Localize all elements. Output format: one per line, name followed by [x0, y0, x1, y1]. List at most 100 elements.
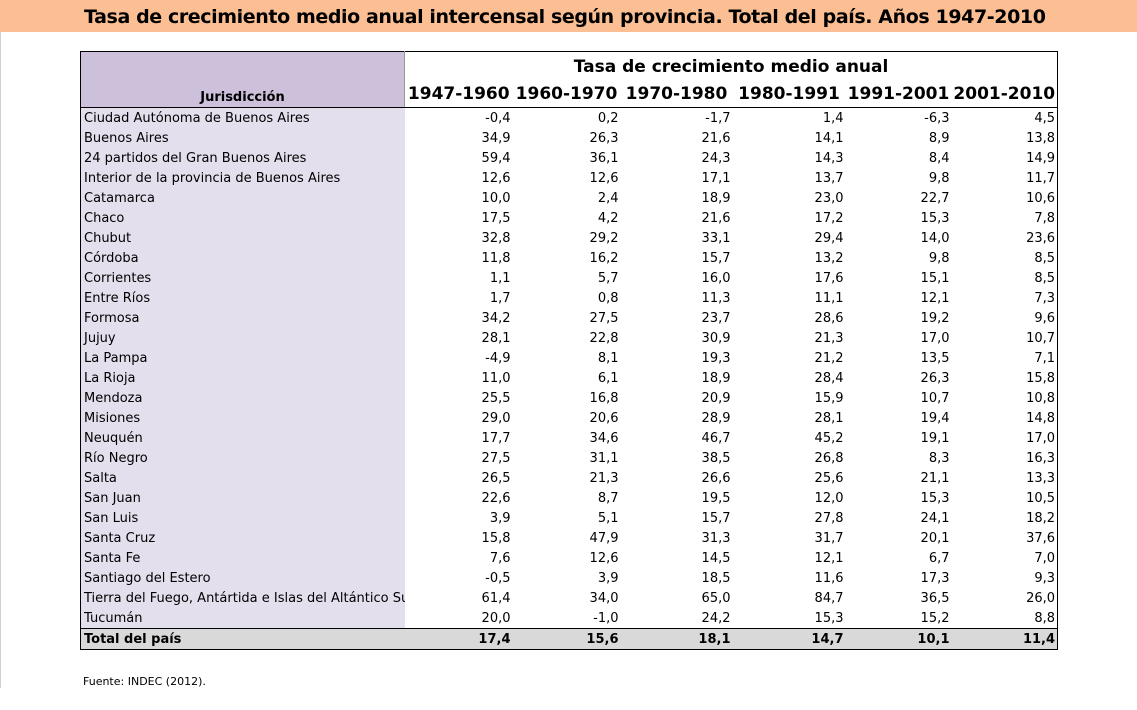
- rate-cell: 14,3: [814, 150, 844, 166]
- table-row: Formosa 34,2 27,5 23,7 28,6 19,2 9,6: [80, 308, 1059, 328]
- table-row: La Pampa -4,9 8,1 19,3 21,2 13,5 7,1: [80, 348, 1059, 368]
- jurisdiction-name: Entre Ríos: [80, 288, 405, 308]
- rate-cell: 25,6: [814, 470, 844, 486]
- rate-cell: 24,2: [701, 610, 731, 626]
- year-header: 1960-1970: [512, 81, 621, 108]
- rate-cell: 9,3: [951, 568, 1059, 588]
- rate-cell: 12,1: [814, 550, 844, 566]
- rate-cell: 20,9: [701, 390, 731, 406]
- rate-cell: 11,3: [701, 290, 731, 306]
- jurisdiction-name: Misiones: [80, 408, 405, 428]
- page-title: Tasa de crecimiento medio anual intercen…: [84, 6, 1046, 28]
- rate-cell: 11,8: [481, 250, 511, 266]
- rate-cell: 26,6: [701, 470, 731, 486]
- jurisdiction-name: Santa Fe: [80, 548, 405, 568]
- jurisdiction-name: Corrientes: [80, 268, 405, 288]
- jurisdiction-name: Formosa: [80, 308, 405, 328]
- rate-cell: 15,8: [481, 530, 511, 546]
- rate-cell: 15,9: [814, 390, 844, 406]
- rate-cell: -0,4: [485, 110, 511, 126]
- sheet-left-border: [0, 32, 1, 688]
- jurisdiction-name: Santiago del Estero: [80, 568, 405, 588]
- rate-cell: 26,5: [481, 470, 511, 486]
- rate-cell: 21,2: [814, 350, 844, 366]
- rate-cell: 27,5: [589, 310, 619, 326]
- rate-cell: 5,1: [597, 510, 619, 526]
- rate-cell: 27,5: [481, 450, 511, 466]
- rate-cell: 17,1: [701, 170, 731, 186]
- table-row: Santa Cruz 15,8 47,9 31,3 31,7 20,1 37,6: [80, 528, 1059, 548]
- rate-cell: 13,5: [920, 350, 950, 366]
- table-row: San Juan 22,6 8,7 19,5 12,0 15,3 10,5: [80, 488, 1059, 508]
- rate-cell: 21,3: [589, 470, 619, 486]
- total-rate-cell: 17,4: [404, 628, 513, 650]
- jurisdiction-name: Catamarca: [80, 188, 405, 208]
- rate-cell: -1,7: [705, 110, 731, 126]
- rate-cell: 7,1: [951, 348, 1059, 368]
- rate-cell: 1,4: [822, 110, 844, 126]
- rate-cell: 15,3: [920, 490, 950, 506]
- table-row: Río Negro 27,5 31,1 38,5 26,8 8,3 16,3: [80, 448, 1059, 468]
- rate-cell: 17,6: [814, 270, 844, 286]
- rate-cell: 12,6: [589, 550, 619, 566]
- rate-cell: 36,1: [589, 150, 619, 166]
- rate-cell: 12,6: [589, 170, 619, 186]
- rate-cell: 31,3: [701, 530, 731, 546]
- jurisdiction-name: Interior de la provincia de Buenos Aires: [80, 168, 405, 188]
- rate-cell: 20,6: [589, 410, 619, 426]
- rate-cell: 24,1: [920, 510, 950, 526]
- table-row: Mendoza 25,5 16,8 20,9 15,9 10,7 10,8: [80, 388, 1059, 408]
- rate-cell: 37,6: [951, 528, 1059, 548]
- rate-cell: 28,6: [814, 310, 844, 326]
- rate-cell: 21,3: [814, 330, 844, 346]
- year-header: 1980-1991: [732, 81, 846, 108]
- rate-cell: 10,5: [951, 488, 1059, 508]
- rate-cell: 10,8: [951, 388, 1059, 408]
- rate-cell: 9,8: [928, 250, 950, 266]
- jurisdiction-name: Ciudad Autónoma de Buenos Aires: [80, 107, 405, 128]
- total-row: Total del país 17,4 15,6 18,1 14,7 10,1 11,4: [80, 628, 1059, 650]
- rate-cell: 17,0: [920, 330, 950, 346]
- table-row: La Rioja 11,0 6,1 18,9 28,4 26,3 15,8: [80, 368, 1059, 388]
- rate-cell: 8,5: [951, 268, 1059, 288]
- rate-cell: 21,6: [701, 130, 731, 146]
- rate-cell: 8,1: [597, 350, 619, 366]
- rate-cell: 18,9: [701, 370, 731, 386]
- rate-cell: -1,0: [593, 610, 619, 626]
- rate-cell: 13,7: [814, 170, 844, 186]
- rate-cell: 34,9: [481, 130, 511, 146]
- jurisdiction-name: Tucumán: [80, 608, 405, 629]
- rate-cell: 16,3: [951, 448, 1059, 468]
- rate-cell: 61,4: [481, 590, 511, 606]
- rate-cell: 16,0: [701, 270, 731, 286]
- rate-cell: 4,5: [951, 107, 1059, 128]
- table-row: Ciudad Autónoma de Buenos Aires -0,4 0,2 -1…: [80, 107, 1059, 128]
- rate-cell: 8,7: [597, 490, 619, 506]
- rate-cell: 17,2: [814, 210, 844, 226]
- rate-cell: 8,3: [928, 450, 950, 466]
- rate-cell: 28,1: [481, 330, 511, 346]
- rate-cell: 19,1: [920, 430, 950, 446]
- rate-cell: 9,6: [951, 308, 1059, 328]
- rate-cell: 31,7: [814, 530, 844, 546]
- source-note: Fuente: INDEC (2012).: [83, 675, 206, 688]
- rate-cell: 20,1: [920, 530, 950, 546]
- rate-cell: 30,9: [701, 330, 731, 346]
- jurisdiction-name: Mendoza: [80, 388, 405, 408]
- jurisdiction-name: La Pampa: [80, 348, 405, 368]
- year-header: 1970-1980: [620, 81, 733, 108]
- rate-cell: 25,5: [481, 390, 511, 406]
- rate-cell: 11,7: [951, 168, 1059, 188]
- rate-cell: 84,7: [814, 590, 844, 606]
- growth-rate-table: Jurisdicción Tasa de crecimiento medio a…: [80, 51, 1059, 650]
- year-header: 1991-2001: [845, 81, 952, 108]
- rate-cell: 27,8: [814, 510, 844, 526]
- table-row: Tucumán 20,0 -1,0 24,2 15,3 15,2 8,8: [80, 608, 1059, 629]
- table-row: 24 partidos del Gran Buenos Aires 59,4 36,…: [80, 148, 1059, 168]
- rate-cell: 20,0: [481, 610, 511, 626]
- rate-cell: 15,8: [951, 368, 1059, 388]
- jurisdiction-name: Chaco: [80, 208, 405, 228]
- rate-cell: 15,1: [920, 270, 950, 286]
- rate-cell: -4,9: [485, 350, 511, 366]
- rate-cell: 8,9: [928, 130, 950, 146]
